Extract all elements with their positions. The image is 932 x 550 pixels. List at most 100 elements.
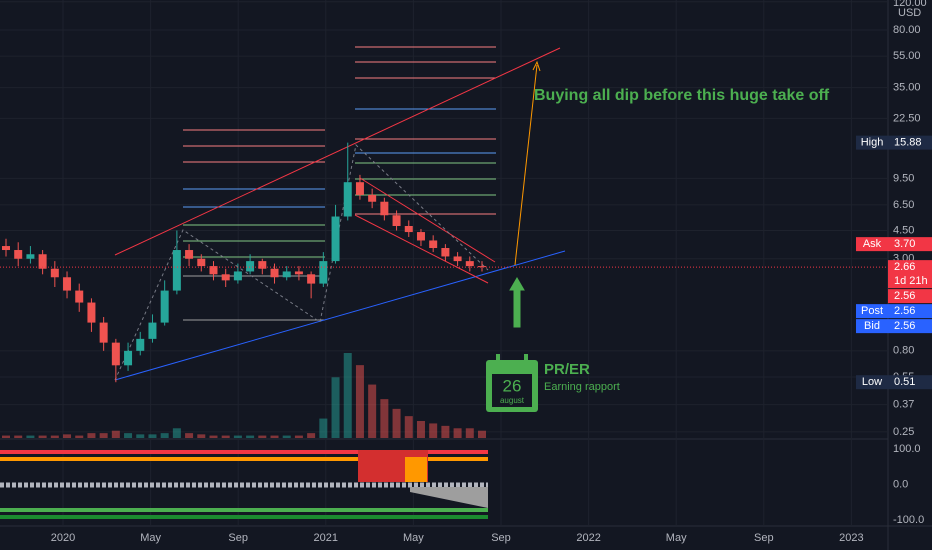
- volume-bar: [38, 435, 47, 438]
- candle-body: [307, 274, 316, 284]
- candle-body: [111, 342, 120, 366]
- x-tick-label: Sep: [754, 532, 774, 544]
- candle-body: [26, 254, 35, 259]
- volume-bar: [185, 433, 194, 438]
- volume-bar: [453, 428, 462, 438]
- y-tick-label: 4.50: [893, 224, 914, 236]
- headline: Buying all dip before this huge take off: [534, 87, 830, 104]
- badge-name: Bid: [864, 320, 880, 332]
- candle-body: [246, 261, 255, 272]
- badge-box: [888, 319, 932, 334]
- candle-body: [465, 261, 474, 267]
- candle-body: [136, 338, 145, 351]
- y-tick-label: 6.50: [893, 199, 914, 211]
- currency: USD: [898, 7, 921, 19]
- candle-body: [368, 194, 377, 202]
- x-tick-label: May: [666, 532, 687, 544]
- volume-bar: [2, 435, 10, 438]
- calendar-day: 26: [503, 376, 522, 395]
- candle-body: [209, 266, 218, 275]
- candle-body: [319, 261, 328, 284]
- volume-bar: [63, 434, 72, 438]
- volume-bar: [148, 434, 157, 438]
- volume-bar: [270, 435, 279, 438]
- volume-bar: [136, 434, 145, 438]
- event-subtitle: Earning rapport: [544, 381, 620, 393]
- badge-name-box: [856, 135, 888, 150]
- volume-bar: [246, 435, 255, 438]
- volume-bar: [465, 428, 474, 438]
- x-tick-label: 2023: [839, 532, 863, 544]
- candle-body: [331, 216, 340, 262]
- candle-body: [124, 350, 133, 366]
- y-tick-label: 120.00: [893, 0, 927, 9]
- y-tick-label: 0.37: [893, 398, 914, 410]
- candle-body: [416, 232, 425, 241]
- x-tick-label: 2021: [314, 532, 338, 544]
- badge-name: Low: [862, 376, 882, 388]
- x-tick-label: 2020: [51, 532, 75, 544]
- volume-bar: [111, 430, 120, 438]
- volume-bar: [416, 421, 425, 438]
- y-tick-label: 55.00: [893, 50, 921, 62]
- volume-bar: [209, 435, 218, 438]
- candle-body: [343, 182, 352, 217]
- candle-body: [270, 268, 279, 278]
- volume-bar: [331, 377, 340, 438]
- badge-name: Ask: [863, 238, 882, 250]
- candle-body: [380, 201, 389, 216]
- badge-name-box: [856, 304, 888, 319]
- badge-box: [888, 260, 932, 289]
- badge-value: 0.51: [894, 376, 915, 388]
- candle-body: [258, 261, 267, 269]
- x-tick-label: May: [140, 532, 161, 544]
- candle-body: [429, 240, 438, 249]
- badge-name: High: [861, 137, 884, 149]
- candle-body: [99, 322, 108, 343]
- candle-body: [2, 246, 10, 251]
- badge-extra: 1d 21h: [894, 275, 928, 287]
- badge-box: [888, 135, 932, 150]
- volume-bar: [14, 435, 23, 438]
- badge-box: [888, 304, 932, 319]
- candle-body: [478, 266, 486, 268]
- y-tick-label: 0.25: [893, 426, 914, 438]
- volume-bar: [404, 416, 413, 438]
- calendar-month: august: [500, 396, 525, 405]
- volume-bar: [368, 384, 377, 438]
- candle-body: [160, 290, 169, 323]
- candle-body: [14, 250, 23, 259]
- badge-value: 2.56: [894, 320, 915, 332]
- volume-bar: [429, 423, 438, 438]
- candle-body: [185, 250, 194, 259]
- y-tick-label: 80.00: [893, 24, 921, 36]
- x-tick-label: May: [403, 532, 424, 544]
- indicator-tick-label: 0.0: [893, 478, 908, 490]
- candle-body: [221, 274, 230, 281]
- volume-bar: [441, 425, 450, 438]
- x-tick-label: Sep: [491, 532, 511, 544]
- volume-bar: [294, 435, 303, 438]
- badge-value: 2.56: [894, 305, 915, 317]
- x-tick-label: 2022: [576, 532, 600, 544]
- badge-value: 2.56: [894, 290, 915, 302]
- candle-body: [38, 254, 47, 269]
- x-tick-label: Sep: [228, 532, 248, 544]
- candle-body: [294, 271, 303, 275]
- y-tick-label: 22.50: [893, 112, 921, 124]
- event-title: PR/ER: [544, 361, 590, 378]
- volume-bar: [380, 399, 389, 438]
- grid: [0, 0, 888, 526]
- badge-value: 3.70: [894, 238, 915, 250]
- volume-bar: [233, 435, 242, 438]
- volume-bar: [87, 433, 96, 438]
- indicator-tick-label: 100.0: [893, 443, 921, 455]
- badge-box: [888, 375, 932, 390]
- volume-bar: [307, 433, 316, 438]
- candle-body: [148, 322, 157, 339]
- candle-body: [172, 250, 181, 291]
- volume-bar: [478, 430, 486, 438]
- badge-name-box: [856, 375, 888, 390]
- volume-bar: [319, 418, 328, 438]
